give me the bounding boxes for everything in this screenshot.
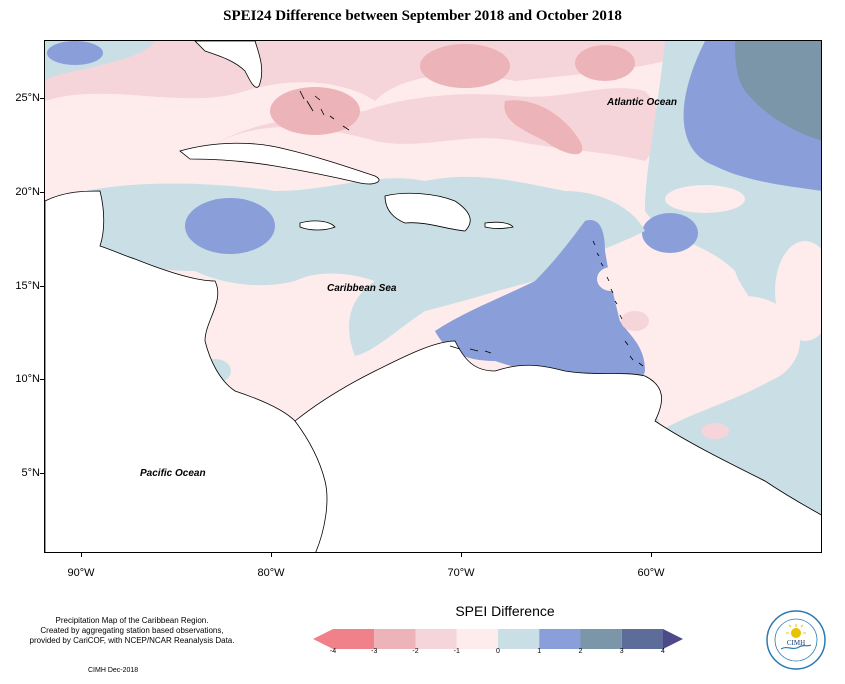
- lon-label-60w: 60°W: [637, 567, 665, 579]
- logo-outer-ring: [766, 610, 826, 670]
- field-pink-guiana: [701, 423, 729, 439]
- lat-tick: [40, 98, 44, 99]
- logo-text: CIMH: [787, 639, 805, 647]
- credits-line-2: Created by aggregating station based obs…: [40, 626, 224, 635]
- lon-label-70w: 70°W: [447, 567, 475, 579]
- legend-class-box: [333, 629, 375, 649]
- lon-tick: [271, 553, 272, 557]
- credits-block: Precipitation Map of the Caribbean Regio…: [22, 616, 242, 646]
- legend-arrow-low: [313, 629, 333, 649]
- legend-class-box: [580, 629, 622, 649]
- land-overlay-svg: [45, 41, 821, 552]
- legend-class-box: [374, 629, 416, 649]
- land-florida: [194, 41, 263, 88]
- lat-tick: [40, 286, 44, 287]
- map-panel[interactable]: Atlantic Ocean Caribbean Sea Pacific Oce…: [44, 40, 822, 553]
- lat-tick: [40, 192, 44, 193]
- legend-class-box: [456, 629, 498, 649]
- land-bahamas: [299, 90, 350, 131]
- lon-label-80w: 80°W: [257, 567, 285, 579]
- lon-tick: [651, 553, 652, 557]
- legend-arrow-high: [663, 629, 683, 649]
- lat-tick: [40, 379, 44, 380]
- logo-sun-rays: [786, 624, 806, 634]
- lat-label-25n: 25°N: [15, 92, 40, 104]
- label-pacific-ocean: Pacific Ocean: [140, 468, 206, 479]
- field-pink-bahamas: [270, 87, 360, 135]
- field-pink-atl-1: [420, 44, 510, 88]
- land-jamaica: [299, 220, 336, 231]
- label-atlantic-ocean: Atlantic Ocean: [606, 97, 677, 108]
- lon-tick: [81, 553, 82, 557]
- field-blue-atl-east: [642, 213, 698, 253]
- field-pink-atl-2: [575, 45, 635, 81]
- legend-class-box: [498, 629, 540, 649]
- legend-class-box: [415, 629, 457, 649]
- map-labels-svg: Atlantic Ocean Caribbean Sea Pacific Oce…: [140, 97, 677, 479]
- cimh-logo: CIMH: [766, 610, 826, 670]
- legend-class-box: [539, 629, 581, 649]
- legend-class-box: [621, 629, 663, 649]
- land-hispaniola: [384, 192, 471, 232]
- land-cuba: [179, 142, 380, 185]
- legend-tick-label: -1: [453, 648, 460, 655]
- lon-tick: [461, 553, 462, 557]
- field-pink-north-2: [205, 88, 660, 161]
- logo-inner-ring: [774, 618, 818, 662]
- lon-label-90w: 90°W: [67, 567, 95, 579]
- lat-label-10n: 10°N: [15, 373, 40, 385]
- lat-label-20n: 20°N: [15, 186, 40, 198]
- credits-date: CIMH Dec-2018: [88, 667, 139, 674]
- land-puerto-rico: [484, 221, 514, 229]
- land-south-america: [294, 340, 821, 552]
- field-blue-venezuela: [435, 220, 645, 386]
- legend-tick-label: 2: [578, 648, 583, 655]
- logo-sun: [791, 628, 801, 638]
- credits-line-3: provided by CariCOF, with NCEP/NCAR Rean…: [29, 636, 235, 645]
- legend-tick-label: 4: [661, 648, 665, 655]
- field-slate-atlantic: [735, 41, 821, 141]
- field-pink-antilles-2: [621, 311, 649, 331]
- label-caribbean-sea: Caribbean Sea: [327, 283, 397, 294]
- legend-tick-label: -3: [371, 648, 378, 655]
- field-pink-east-3: [690, 296, 800, 386]
- legend-tick-label: 3: [619, 648, 624, 655]
- logo-wave: [780, 644, 812, 650]
- field-blue-west: [185, 198, 275, 254]
- legend-tick-label: -2: [412, 648, 419, 655]
- legend-tick-label: -4: [329, 648, 337, 655]
- legend-title: SPEI Difference: [455, 603, 555, 619]
- land-abc-islands: [449, 345, 492, 354]
- field-blue-gulf: [47, 41, 103, 65]
- legend-tick-label: 0: [496, 648, 500, 655]
- legend-boxes: [333, 629, 663, 649]
- lat-tick: [40, 473, 44, 474]
- field-pink-antilles-1: [597, 267, 625, 291]
- legend-colorbar: [313, 629, 683, 649]
- map-title: SPEI24 Difference between September 2018…: [223, 8, 622, 24]
- lat-label-15n: 15°N: [15, 280, 40, 292]
- credits-line-1: Precipitation Map of the Caribbean Regio…: [55, 616, 209, 625]
- legend-tick-label: 1: [537, 648, 542, 655]
- legend-labels: -4 -3 -2 -1 0 1 2 3 4: [0, 648, 845, 660]
- field-pink-atl-3: [504, 100, 583, 155]
- field-pink-east-1: [665, 185, 745, 213]
- lat-label-5n: 5°N: [21, 467, 40, 479]
- field-pink-north: [45, 41, 665, 101]
- land-lesser-antilles: [592, 240, 644, 367]
